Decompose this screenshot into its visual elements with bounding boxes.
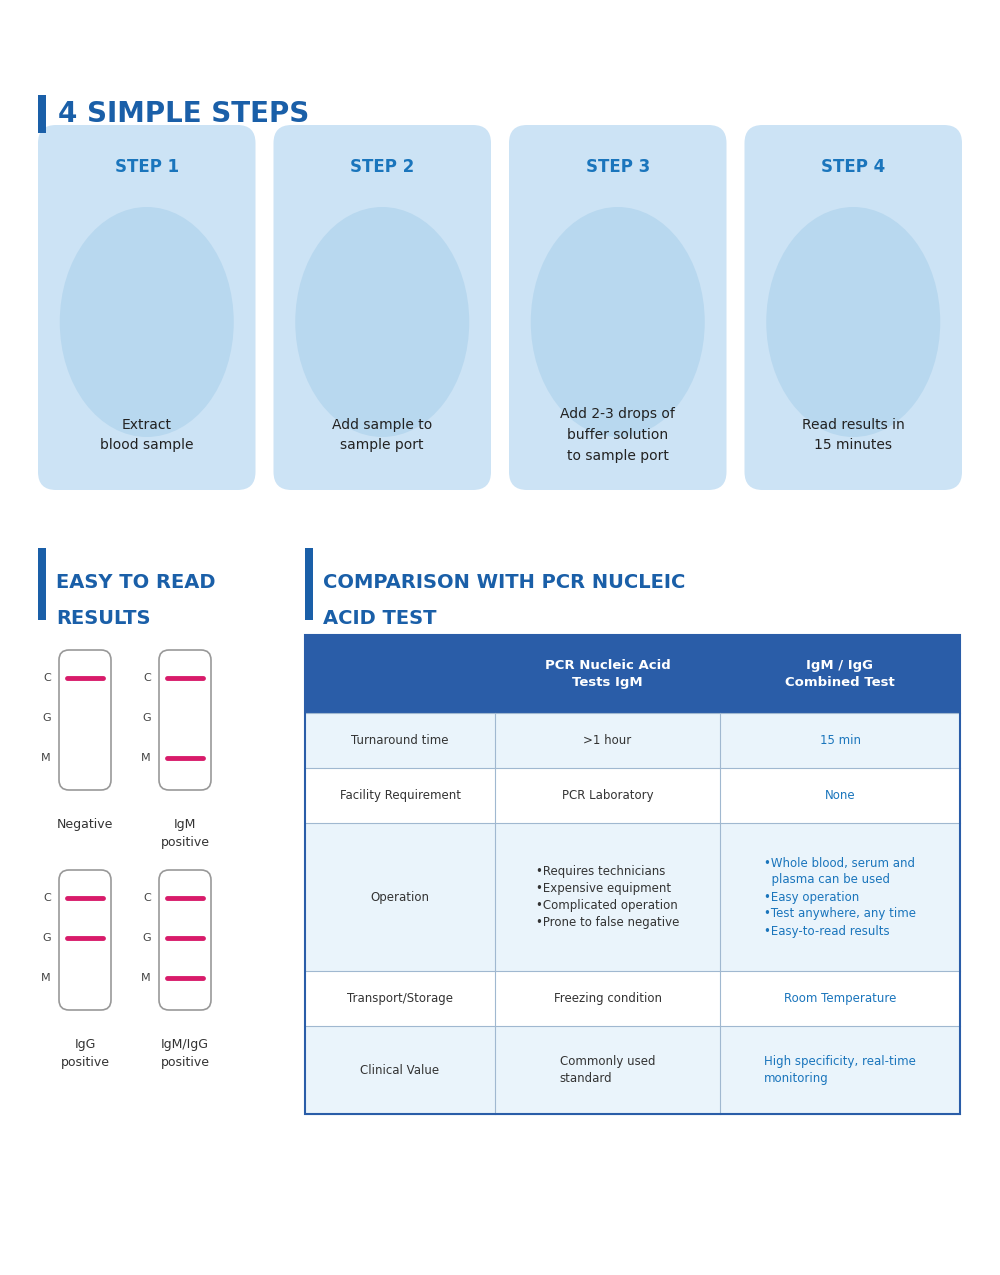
Text: ACID TEST: ACID TEST — [323, 608, 436, 627]
Text: Add 2-3 drops of
buffer solution
to sample port: Add 2-3 drops of buffer solution to samp… — [560, 408, 675, 463]
Text: Extract
blood sample: Extract blood sample — [100, 418, 194, 453]
FancyBboxPatch shape — [59, 650, 111, 790]
Text: •Requires technicians
•Expensive equipment
•Complicated operation
•Prone to fals: •Requires technicians •Expensive equipme… — [536, 864, 679, 929]
Text: COMPARISON WITH PCR NUCLEIC: COMPARISON WITH PCR NUCLEIC — [323, 572, 685, 592]
Ellipse shape — [295, 207, 469, 437]
FancyBboxPatch shape — [59, 870, 111, 1010]
FancyBboxPatch shape — [509, 125, 726, 490]
Bar — [305, 635, 960, 1114]
Ellipse shape — [766, 207, 940, 437]
Text: C: C — [43, 673, 51, 683]
Bar — [305, 713, 960, 768]
Text: Transport/Storage: Transport/Storage — [347, 992, 453, 1005]
Text: >1 hour: >1 hour — [583, 734, 632, 747]
Text: EASY TO READ: EASY TO READ — [56, 572, 216, 592]
FancyBboxPatch shape — [38, 125, 256, 490]
Bar — [305, 768, 960, 822]
FancyBboxPatch shape — [744, 125, 962, 490]
Bar — [305, 1026, 960, 1114]
Text: G: G — [142, 713, 151, 723]
Text: C: C — [43, 892, 51, 903]
Bar — [305, 972, 960, 1026]
Text: Facility Requirement: Facility Requirement — [340, 789, 460, 802]
Text: Read results in
15 minutes: Read results in 15 minutes — [802, 418, 905, 453]
Bar — [305, 635, 960, 713]
Text: IgG
positive: IgG positive — [60, 1038, 110, 1068]
Bar — [305, 548, 313, 620]
Text: Commonly used
standard: Commonly used standard — [560, 1054, 655, 1085]
FancyBboxPatch shape — [159, 650, 211, 790]
Text: IgM
positive: IgM positive — [160, 819, 210, 849]
Text: G: G — [42, 933, 51, 944]
Text: Room Temperature: Room Temperature — [784, 992, 896, 1005]
Ellipse shape — [531, 207, 705, 437]
Ellipse shape — [60, 207, 234, 437]
Text: C: C — [143, 892, 151, 903]
Text: High specificity, real-time
monitoring: High specificity, real-time monitoring — [764, 1054, 916, 1085]
Text: STEP 2: STEP 2 — [350, 158, 414, 176]
Text: M: M — [41, 754, 51, 762]
Text: STEP 4: STEP 4 — [821, 158, 885, 176]
Text: RESULTS: RESULTS — [56, 608, 150, 627]
Bar — [38, 548, 46, 620]
Text: PCR Laboratory: PCR Laboratory — [562, 789, 653, 802]
FancyBboxPatch shape — [159, 870, 211, 1010]
Text: IgM / IgG
Combined Test: IgM / IgG Combined Test — [785, 659, 895, 689]
Text: Negative: Negative — [57, 819, 113, 831]
Text: G: G — [42, 713, 51, 723]
Text: Freezing condition: Freezing condition — [554, 992, 662, 1005]
Text: STEP 3: STEP 3 — [586, 158, 650, 176]
Text: G: G — [142, 933, 151, 944]
Text: Clinical Value: Clinical Value — [360, 1063, 440, 1076]
Text: IgM/IgG
positive: IgM/IgG positive — [160, 1038, 210, 1068]
Text: M: M — [141, 973, 151, 983]
Text: Turnaround time: Turnaround time — [351, 734, 449, 747]
Text: PCR Nucleic Acid
Tests IgM: PCR Nucleic Acid Tests IgM — [545, 659, 670, 689]
Text: C: C — [143, 673, 151, 683]
Bar — [38, 96, 46, 133]
FancyBboxPatch shape — [274, 125, 491, 490]
Text: •Whole blood, serum and
  plasma can be used
•Easy operation
•Test anywhere, any: •Whole blood, serum and plasma can be us… — [764, 857, 916, 937]
Text: Operation: Operation — [370, 890, 430, 904]
Text: None: None — [825, 789, 855, 802]
Text: M: M — [41, 973, 51, 983]
Text: M: M — [141, 754, 151, 762]
Text: Add sample to
sample port: Add sample to sample port — [332, 418, 432, 453]
Text: 4 SIMPLE STEPS: 4 SIMPLE STEPS — [58, 99, 309, 128]
Text: 15 min: 15 min — [820, 734, 860, 747]
Text: STEP 1: STEP 1 — [115, 158, 179, 176]
Bar — [305, 822, 960, 972]
